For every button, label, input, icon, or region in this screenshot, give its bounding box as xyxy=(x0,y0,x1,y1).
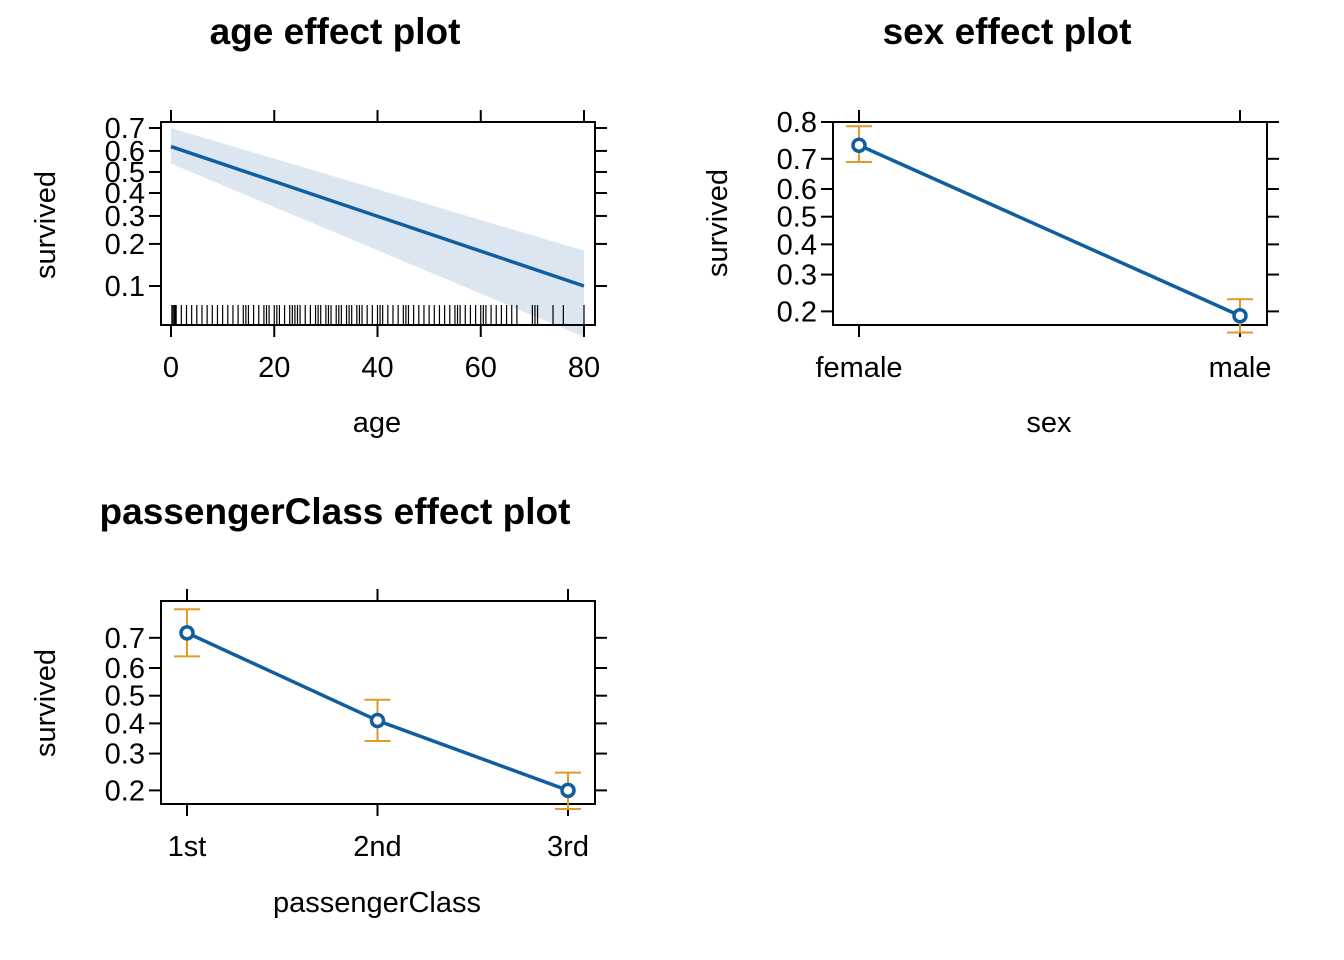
sex-y-axis-label: survived xyxy=(702,169,734,277)
y-tick-label: 0.2 xyxy=(777,296,817,328)
y-tick-label: 0.4 xyxy=(105,178,145,210)
y-tick-label: 0.4 xyxy=(777,229,817,261)
x-tick-label: 3rd xyxy=(547,831,589,863)
y-tick-label: 0.2 xyxy=(105,229,145,261)
sex-effect-series xyxy=(846,125,1253,334)
y-tick-label: 0.7 xyxy=(105,113,145,145)
sex-effect-panel: sex effect plot female male 0.20.30.40.50… xyxy=(702,11,1279,439)
passenger-class-y-axis-label: survived xyxy=(30,649,62,757)
effect-point xyxy=(851,137,867,153)
y-tick-label: 0.6 xyxy=(105,653,145,685)
age-x-ticks: 0 20 40 60 80 xyxy=(163,110,600,384)
y-tick-label: 0.5 xyxy=(105,157,145,189)
x-tick-label: 20 xyxy=(258,352,290,384)
x-tick-label: 80 xyxy=(568,352,600,384)
passenger-class-panel-title: passengerClass effect plot xyxy=(100,491,571,532)
passenger-class-effect-series xyxy=(174,608,581,810)
sex-y-ticks: 0.2 0.30.40.50.60.7 0.8 xyxy=(777,107,1279,328)
x-tick-label: 1st xyxy=(168,831,207,863)
y-tick-label: 0.5 xyxy=(105,681,145,713)
y-tick-label: 0.4 xyxy=(105,708,145,740)
passenger-class-x-axis-label: passengerClass xyxy=(273,887,481,919)
passenger-class-effect-panel: passengerClass effect plot 1st 2nd 3rd 0.2… xyxy=(30,491,607,919)
y-tick-label: 0.7 xyxy=(105,623,145,655)
x-tick-label: 40 xyxy=(361,352,393,384)
y-tick-label: 0.8 xyxy=(777,107,817,139)
x-tick-label: 60 xyxy=(465,352,497,384)
effect-point xyxy=(369,712,386,729)
effect-line xyxy=(858,143,1241,318)
y-tick-label: 0.6 xyxy=(777,174,817,206)
y-tick-label: 0.5 xyxy=(777,202,817,234)
y-tick-label: 0.3 xyxy=(105,739,145,771)
age-x-axis-label: age xyxy=(353,407,401,439)
sex-plot-frame xyxy=(832,121,1268,326)
age-effect-panel: age effect plot 0 20 40 60 80 0.10.20.30.40.… xyxy=(30,11,607,439)
y-tick-label: 0.1 xyxy=(105,271,145,303)
sex-panel-title: sex effect plot xyxy=(883,11,1132,52)
age-rug-marks xyxy=(171,305,585,325)
passenger-class-y-ticks: 0.2 0.30.40.50.60.7 xyxy=(105,623,607,807)
effect-point xyxy=(179,625,195,641)
age-panel-title: age effect plot xyxy=(210,11,461,52)
sex-x-ticks: female male xyxy=(815,110,1271,384)
y-tick-label: 0.3 xyxy=(105,201,145,233)
age-y-ticks: 0.1 0.20.30.40.50.60.7 xyxy=(105,113,607,303)
age-y-axis-label: survived xyxy=(30,171,62,279)
y-tick-label: 0.6 xyxy=(105,136,145,168)
y-tick-label: 0.3 xyxy=(777,260,817,292)
y-tick-label: 0.7 xyxy=(777,144,817,176)
age-effect-line xyxy=(170,144,585,288)
y-tick-label: 0.2 xyxy=(105,775,145,807)
x-tick-label: female xyxy=(815,352,902,384)
passenger-class-x-ticks: 1st 2nd 3rd xyxy=(168,589,589,863)
effect-point xyxy=(560,782,576,799)
x-tick-label: 2nd xyxy=(353,831,401,863)
x-tick-label: male xyxy=(1209,352,1272,384)
sex-x-axis-label: sex xyxy=(1026,407,1072,439)
effect-point xyxy=(1232,307,1248,324)
x-tick-label: 0 xyxy=(163,352,179,384)
